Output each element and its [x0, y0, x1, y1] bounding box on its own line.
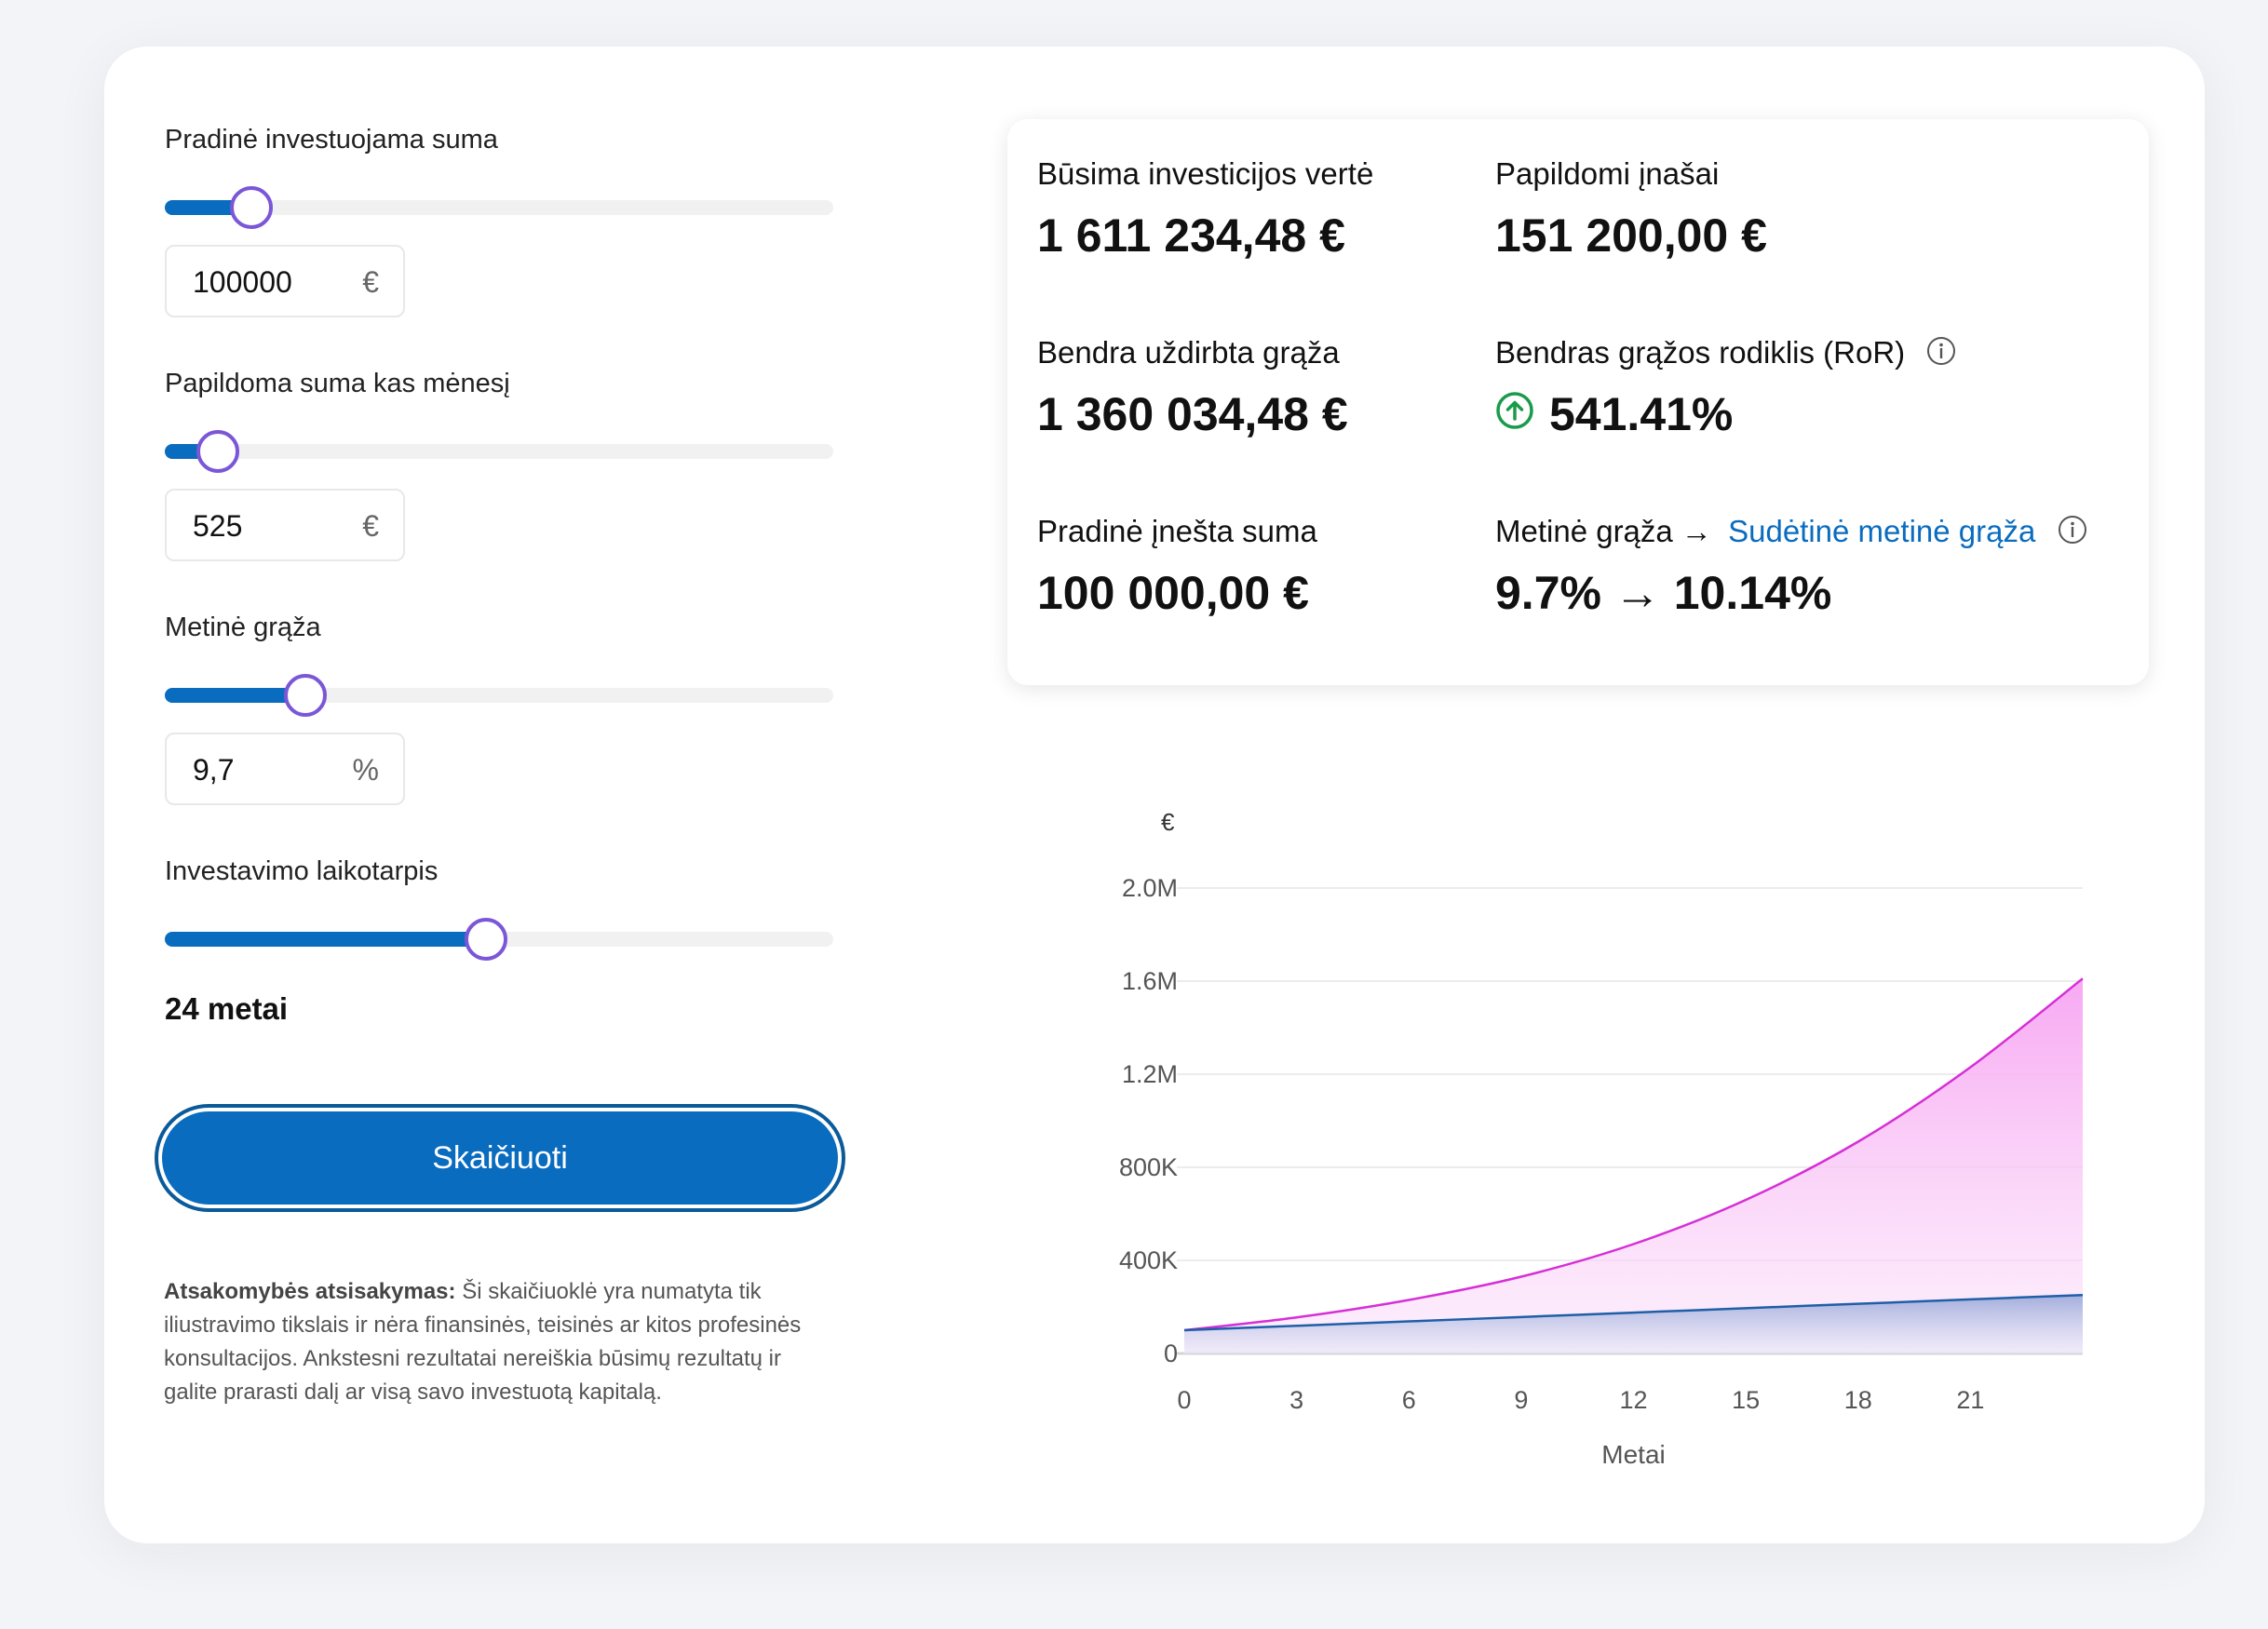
investment-period-slider[interactable] [165, 918, 833, 961]
growth-chart-svg: €0 400K 800K 1.2M 1.6M 2.0M 0 3 6 9 12 15 18 21 Metai [1119, 808, 2084, 1469]
disclaimer: Atsakomybės atsisakymas: Ši skaičiuoklė … [164, 1275, 834, 1409]
x-tick-label: 6 [1402, 1386, 1416, 1414]
initial-deposit-label: Pradinė įnešta suma [1037, 514, 1317, 548]
initial-deposit-value: 100 000,00 € [1037, 567, 1309, 619]
initial-amount-slider-fill [165, 200, 252, 215]
annual-return-label: Metinė grąža [165, 613, 321, 642]
x-tick-label: 3 [1289, 1386, 1303, 1414]
initial-amount-slider[interactable] [165, 186, 833, 229]
disclaimer-text: Ši skaičiuoklė yra numatyta tik iliustra… [164, 1279, 802, 1405]
ror-value-row: 541.41% [1495, 387, 1733, 445]
annual-return-prefix: Metinė grąža → [1495, 514, 1712, 548]
monthly-amount-slider-thumb[interactable] [196, 430, 240, 473]
total-value-area [1184, 978, 2083, 1353]
investment-period-value: 24 metai [165, 991, 289, 1026]
contributions-label: Papildomi įnašai [1495, 156, 1720, 191]
contributions-value: 151 200,00 € [1495, 209, 1767, 262]
annual-return-value: 9,7 [193, 753, 235, 787]
future-value-label: Būsima investicijos vertė [1037, 156, 1374, 191]
disclaimer-title: Atsakomybės atsisakymas: [164, 1279, 456, 1304]
investment-period-label: Investavimo laikotarpis [165, 856, 439, 886]
x-tick-label: 0 [1177, 1386, 1191, 1414]
arrow-up-circle-icon [1495, 387, 1534, 441]
calculator-card: Pradinė investuojama suma 100000 € Papil… [104, 47, 2205, 1543]
y-tick-label: 1.2M [1122, 1060, 1178, 1088]
calculate-button[interactable]: Skaičiuoti [158, 1108, 842, 1208]
monthly-amount-value: 525 [193, 509, 243, 543]
y-tick-label: 800K [1119, 1153, 1178, 1181]
annual-return-label-row: Metinė grąža → Sudėtinė metinė grąža [1495, 514, 2087, 552]
y-tick-label: 0 [1164, 1340, 1178, 1367]
results-panel: Būsima investicijos vertė 1 611 234,48 €… [1007, 119, 2149, 685]
info-icon[interactable] [2058, 515, 2087, 552]
total-return-label: Bendra uždirbta grąža [1037, 335, 1340, 370]
initial-amount-slider-thumb[interactable] [230, 186, 274, 229]
x-tick-label: 9 [1514, 1386, 1528, 1414]
annual-return-slider[interactable] [165, 674, 833, 717]
monthly-amount-label: Papildoma suma kas mėnesį [165, 369, 510, 398]
principal-line [1183, 1293, 2084, 1332]
total-value-line [1183, 977, 2084, 1332]
x-tick-label: 21 [1956, 1386, 1984, 1414]
monthly-amount-slider[interactable] [165, 430, 833, 473]
y-tick-label: 400K [1119, 1246, 1178, 1274]
y-axis-unit-label: € [1161, 808, 1175, 836]
ror-label-row: Bendras grąžos rodiklis (RoR) [1495, 335, 1956, 373]
x-axis-label: Metai [1601, 1440, 1665, 1469]
x-tick-label: 12 [1619, 1386, 1647, 1414]
euro-unit: € [362, 265, 379, 299]
annual-return-input[interactable]: 9,7 % [165, 733, 405, 805]
total-return-value: 1 360 034,48 € [1037, 388, 1348, 440]
monthly-amount-input[interactable]: 525 € [165, 489, 405, 561]
y-tick-label: 2.0M [1122, 874, 1178, 902]
initial-amount-input[interactable]: 100000 € [165, 245, 405, 317]
growth-chart: €0 400K 800K 1.2M 1.6M 2.0M 0 3 6 9 12 15 18 21 Metai [1035, 773, 2208, 1517]
principal-area [1184, 1295, 2083, 1353]
compound-return-link[interactable]: Sudėtinė metinė grąža [1728, 514, 2036, 548]
initial-amount-value: 100000 [193, 265, 292, 299]
info-icon[interactable] [1926, 336, 1956, 373]
euro-unit: € [362, 509, 379, 543]
future-value: 1 611 234,48 € [1037, 209, 1345, 262]
annual-return-slider-thumb[interactable] [283, 674, 327, 717]
annual-return-slider-fill [165, 688, 305, 703]
annual-return-result: 9.7% → 10.14% [1495, 567, 1832, 619]
investment-period-slider-thumb[interactable] [464, 918, 507, 961]
y-tick-label: 1.6M [1122, 967, 1178, 995]
x-tick-label: 15 [1732, 1386, 1760, 1414]
investment-period-slider-fill [165, 932, 486, 947]
percent-unit: % [352, 753, 379, 787]
initial-amount-label: Pradinė investuojama suma [165, 125, 498, 155]
x-tick-label: 18 [1844, 1386, 1872, 1414]
ror-label: Bendras grąžos rodiklis (RoR) [1495, 335, 1906, 370]
ror-value: 541.41% [1549, 388, 1734, 440]
